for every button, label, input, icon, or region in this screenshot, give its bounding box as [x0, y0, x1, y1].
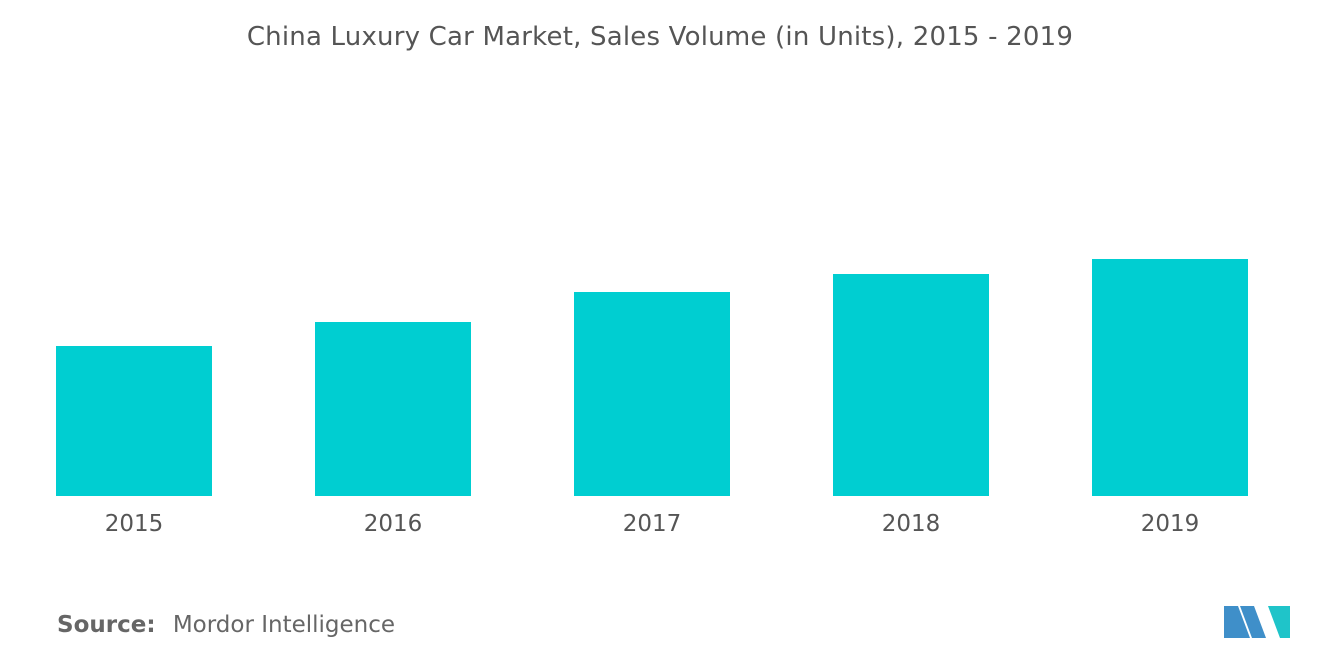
logo-left-shape	[1224, 606, 1250, 638]
x-tick-label-2016: 2016	[364, 511, 423, 537]
source-note: Source: Mordor Intelligence	[57, 612, 395, 638]
source-value: Mordor Intelligence	[172, 612, 396, 638]
x-tick-label-2018: 2018	[882, 511, 941, 537]
x-tick-label-2019: 2019	[1141, 511, 1200, 537]
bar-2017	[574, 292, 730, 496]
logo-middle-shape	[1240, 606, 1266, 638]
bar-2019	[1092, 259, 1248, 496]
bar-2015	[56, 346, 212, 496]
x-tick-label-2015: 2015	[105, 511, 164, 537]
bar-2018	[833, 274, 989, 496]
bar-2016	[315, 322, 471, 496]
x-tick-label-2017: 2017	[623, 511, 682, 537]
chart-title: China Luxury Car Market, Sales Volume (i…	[246, 22, 1074, 52]
source-label: Source:	[57, 612, 156, 638]
mordor-intelligence-logo-icon	[1224, 606, 1290, 638]
bar-chart: 2015 2016 2017 2018 2019	[56, 259, 1248, 537]
logo-right-shape	[1268, 606, 1290, 638]
